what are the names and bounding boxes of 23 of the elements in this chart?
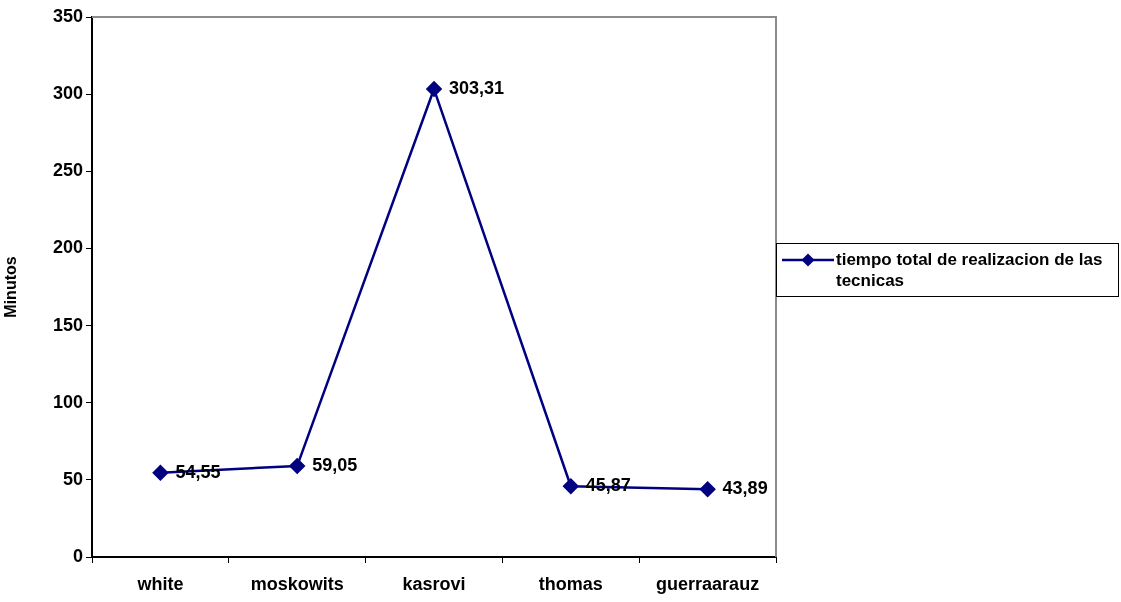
y-tick-label: 150 (52, 314, 83, 335)
data-label: 59,05 (312, 454, 358, 475)
x-tick-label: kasrovi (402, 573, 466, 594)
y-tick-label: 250 (52, 160, 83, 181)
point (699, 481, 716, 498)
point (426, 81, 442, 97)
y-tick-label: 200 (52, 237, 83, 258)
y-tick-label: 0 (72, 545, 83, 566)
x-tick-label: moskowits (250, 573, 344, 594)
x-tick-label: white (136, 573, 184, 594)
y-tick-label: 350 (52, 5, 83, 26)
point (563, 478, 579, 494)
x-tick-label: guerraarauz (656, 573, 760, 594)
data-label: 43,89 (722, 478, 768, 499)
x-tick-label: thomas (538, 573, 603, 594)
y-axis-title: Minutos (2, 256, 20, 318)
point (152, 465, 169, 481)
y-tick-label: 100 (52, 391, 83, 412)
y-tick-label: 300 (52, 83, 83, 104)
y-tick-label: 50 (62, 468, 83, 489)
legend-label: tiempo total de realizacion de las tecnicas (836, 249, 1104, 291)
data-label: 303,31 (449, 78, 505, 98)
point (289, 458, 305, 474)
